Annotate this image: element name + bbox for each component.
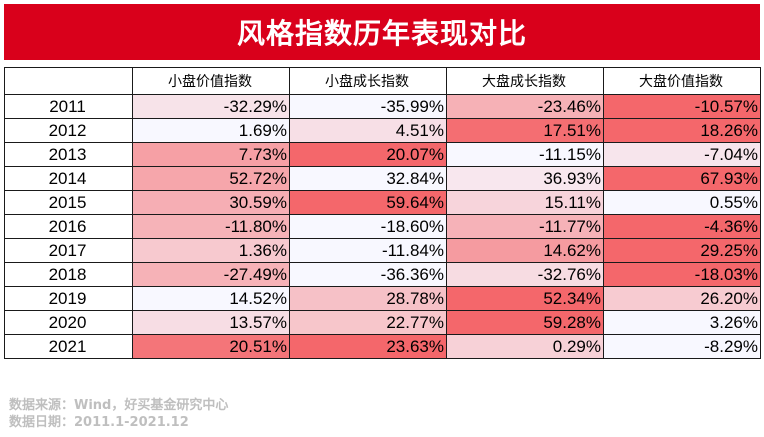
value-cell: 1.36% — [132, 238, 290, 263]
year-cell: 2012 — [4, 118, 133, 143]
table-row: 2021 20.51% 23.63% 0.29% -8.29% — [4, 334, 761, 359]
table-row: 2018 -27.49% -36.36% -32.76% -18.03% — [4, 262, 761, 287]
year-cell: 2017 — [4, 238, 133, 263]
year-cell: 2014 — [4, 166, 133, 191]
value-cell: 20.07% — [289, 142, 447, 167]
value-cell: -23.46% — [446, 94, 604, 119]
value-cell: -11.80% — [132, 214, 290, 239]
style-index-table: 小盘价值指数 小盘成长指数 大盘成长指数 大盘价值指数 2011 -32.29% -… — [4, 67, 761, 359]
value-cell: -27.49% — [132, 262, 290, 287]
column-header: 小盘价值指数 — [132, 67, 290, 95]
value-cell: 22.77% — [289, 310, 447, 335]
value-cell: 59.64% — [289, 190, 447, 215]
value-cell: 29.25% — [603, 238, 761, 263]
value-cell: 17.51% — [446, 118, 604, 143]
value-cell: 28.78% — [289, 286, 447, 311]
value-cell: 36.93% — [446, 166, 604, 191]
year-cell: 2015 — [4, 190, 133, 215]
data-period-text: 数据日期：2011.1-2021.12 — [9, 415, 189, 430]
column-header: 小盘成长指数 — [289, 67, 447, 95]
value-cell: 23.63% — [289, 334, 447, 359]
value-cell: -32.29% — [132, 94, 290, 119]
column-header: 大盘价值指数 — [603, 67, 761, 95]
value-cell: -35.99% — [289, 94, 447, 119]
chart-title: 风格指数历年表现对比 — [4, 4, 760, 60]
value-cell: -4.36% — [603, 214, 761, 239]
value-cell: 7.73% — [132, 142, 290, 167]
value-cell: 3.26% — [603, 310, 761, 335]
table-row: 2015 30.59% 59.64% 15.11% 0.55% — [4, 190, 761, 215]
value-cell: 14.62% — [446, 238, 604, 263]
table-row: 2012 1.69% 4.51% 17.51% 18.26% — [4, 118, 761, 143]
value-cell: 0.55% — [603, 190, 761, 215]
value-cell: 1.69% — [132, 118, 290, 143]
value-cell: -7.04% — [603, 142, 761, 167]
value-cell: -36.36% — [289, 262, 447, 287]
year-cell: 2011 — [4, 94, 133, 119]
year-cell: 2018 — [4, 262, 133, 287]
table-body: 2011 -32.29% -35.99% -23.46% -10.57% 2012 1.69… — [4, 94, 761, 359]
year-cell: 2021 — [4, 334, 133, 359]
value-cell: 26.20% — [603, 286, 761, 311]
header-row: 小盘价值指数 小盘成长指数 大盘成长指数 大盘价值指数 — [4, 67, 761, 95]
value-cell: 18.26% — [603, 118, 761, 143]
value-cell: 32.84% — [289, 166, 447, 191]
data-source-text: 数据来源：Wind，好买基金研究中心 — [9, 398, 229, 413]
value-cell: 4.51% — [289, 118, 447, 143]
table-row: 2011 -32.29% -35.99% -23.46% -10.57% — [4, 94, 761, 119]
header-corner — [4, 67, 133, 95]
value-cell: -8.29% — [603, 334, 761, 359]
value-cell: 15.11% — [446, 190, 604, 215]
table-row: 2016 -11.80% -18.60% -11.77% -4.36% — [4, 214, 761, 239]
value-cell: 20.51% — [132, 334, 290, 359]
source-note: 数据来源：Wind，好买基金研究中心 数据日期：2011.1-2021.12 — [9, 397, 228, 431]
table-row: 2013 7.73% 20.07% -11.15% -7.04% — [4, 142, 761, 167]
value-cell: 0.29% — [446, 334, 604, 359]
year-cell: 2016 — [4, 214, 133, 239]
value-cell: 13.57% — [132, 310, 290, 335]
table-row: 2017 1.36% -11.84% 14.62% 29.25% — [4, 238, 761, 263]
value-cell: 59.28% — [446, 310, 604, 335]
value-cell: -11.77% — [446, 214, 604, 239]
table-row: 2020 13.57% 22.77% 59.28% 3.26% — [4, 310, 761, 335]
value-cell: -11.84% — [289, 238, 447, 263]
table-row: 2019 14.52% 28.78% 52.34% 26.20% — [4, 286, 761, 311]
value-cell: -18.03% — [603, 262, 761, 287]
value-cell: -18.60% — [289, 214, 447, 239]
year-cell: 2019 — [4, 286, 133, 311]
value-cell: 67.93% — [603, 166, 761, 191]
column-header: 大盘成长指数 — [446, 67, 604, 95]
value-cell: 30.59% — [132, 190, 290, 215]
value-cell: 52.34% — [446, 286, 604, 311]
value-cell: 52.72% — [132, 166, 290, 191]
year-cell: 2020 — [4, 310, 133, 335]
table-row: 2014 52.72% 32.84% 36.93% 67.93% — [4, 166, 761, 191]
year-cell: 2013 — [4, 142, 133, 167]
value-cell: -32.76% — [446, 262, 604, 287]
value-cell: 14.52% — [132, 286, 290, 311]
value-cell: -11.15% — [446, 142, 604, 167]
value-cell: -10.57% — [603, 94, 761, 119]
